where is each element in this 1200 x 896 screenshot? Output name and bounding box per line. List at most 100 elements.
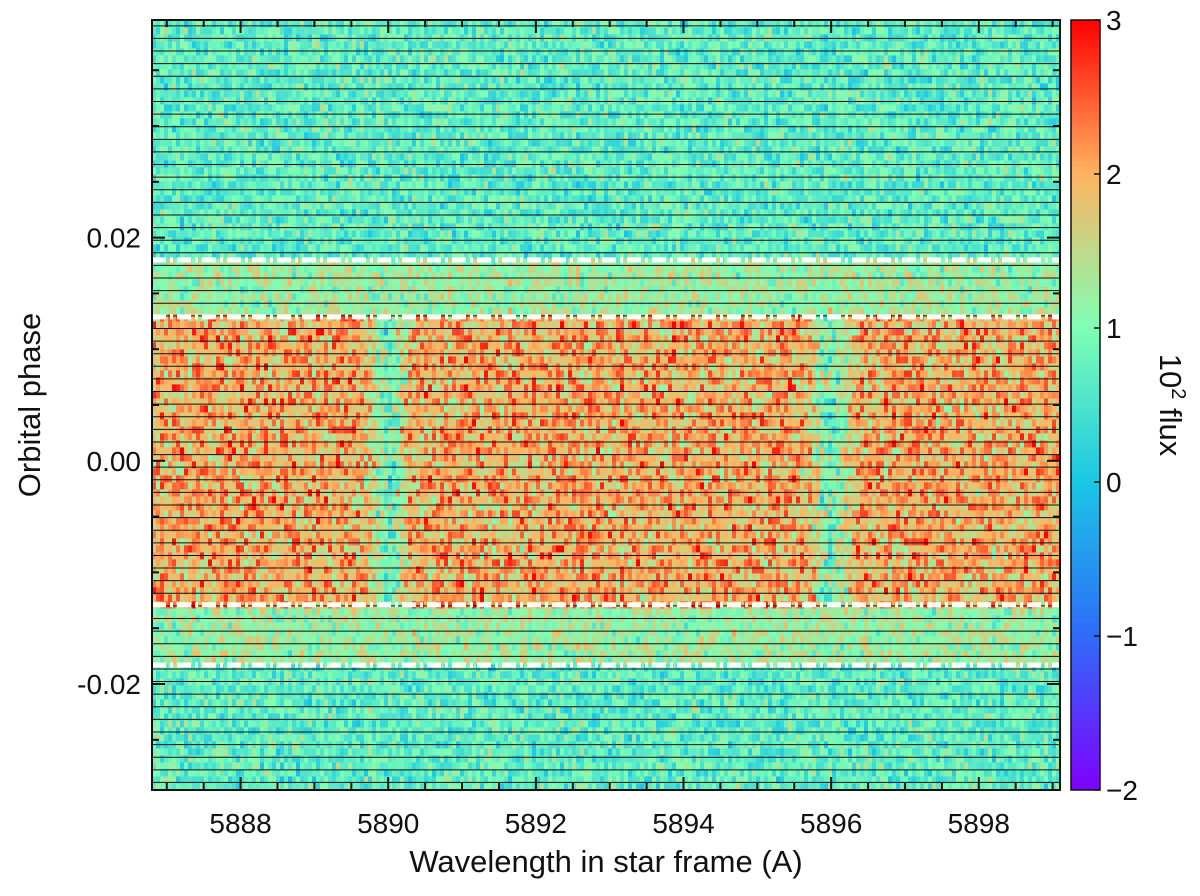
heatmap-cell (644, 671, 648, 678)
heatmap-cell (724, 748, 728, 755)
heatmap-cell (420, 699, 424, 706)
heatmap-cell (164, 636, 168, 643)
heatmap-cell (536, 727, 540, 734)
heatmap-cell (412, 762, 416, 769)
heatmap-cell (548, 657, 552, 664)
heatmap-cell (680, 720, 684, 727)
heatmap-cell (268, 755, 272, 762)
heatmap-cell (936, 755, 940, 762)
heatmap-cell (576, 727, 580, 734)
heatmap-cell (288, 685, 292, 692)
heatmap-cell (776, 755, 780, 762)
heatmap-cell (1020, 727, 1024, 734)
heatmap-cell (956, 671, 960, 678)
heatmap-cell (324, 685, 328, 692)
heatmap-cell (924, 671, 928, 678)
heatmap-cell (388, 727, 392, 734)
heatmap-cell (552, 699, 556, 706)
heatmap-cell (876, 692, 880, 699)
heatmap-cell (464, 762, 468, 769)
heatmap-cell (284, 727, 288, 734)
heatmap-cell (868, 671, 872, 678)
heatmap-cell (460, 727, 464, 734)
heatmap-cell (928, 692, 932, 699)
heatmap-cell (812, 748, 816, 755)
heatmap-cell (452, 734, 456, 741)
heatmap-cell (908, 671, 912, 678)
heatmap-cell (988, 699, 992, 706)
heatmap-cell (356, 692, 360, 699)
heatmap-cell (252, 685, 256, 692)
heatmap-cell (616, 748, 620, 755)
heatmap-cell (776, 762, 780, 769)
heatmap-cell (768, 755, 772, 762)
heatmap-cell (656, 720, 660, 727)
heatmap-cell (556, 720, 560, 727)
heatmap-cell (428, 755, 432, 762)
heatmap-cell (804, 748, 808, 755)
heatmap-cell (424, 762, 428, 769)
heatmap-cell (916, 636, 920, 643)
heatmap-cell (1000, 636, 1004, 643)
heatmap-cell (272, 699, 276, 706)
heatmap-cell (320, 692, 324, 699)
heatmap-cell (340, 699, 344, 706)
heatmap-cell (280, 671, 284, 678)
heatmap-cell (352, 727, 356, 734)
heatmap-cell (576, 720, 580, 727)
heatmap-cell (512, 699, 516, 706)
heatmap-cell (784, 734, 788, 741)
heatmap-cell (928, 727, 932, 734)
heatmap-cell (384, 699, 388, 706)
heatmap-cell (736, 748, 740, 755)
heatmap-cell (200, 727, 204, 734)
heatmap-cell (964, 692, 968, 699)
heatmap-cell (456, 636, 460, 643)
heatmap-cell (860, 727, 864, 734)
heatmap-cell (244, 720, 248, 727)
heatmap-cell (688, 727, 692, 734)
heatmap-cell (536, 699, 540, 706)
heatmap-cell (752, 727, 756, 734)
heatmap-cell (440, 762, 444, 769)
heatmap-cell (424, 748, 428, 755)
heatmap-cell (160, 748, 164, 755)
heatmap-cell (1048, 685, 1052, 692)
heatmap-cell (816, 699, 820, 706)
heatmap-cell (204, 692, 208, 699)
heatmap-cell (264, 734, 268, 741)
heatmap-cell (700, 762, 704, 769)
heatmap-cell (164, 755, 168, 762)
heatmap-cell (540, 755, 544, 762)
heatmap-cell (664, 748, 668, 755)
heatmap-cell (592, 734, 596, 741)
heatmap-cell (876, 720, 880, 727)
heatmap-cell (416, 657, 420, 664)
heatmap-cell (324, 671, 328, 678)
heatmap-cell (536, 720, 540, 727)
heatmap-cell (732, 755, 736, 762)
heatmap-cell (548, 699, 552, 706)
heatmap-cell (204, 636, 208, 643)
heatmap-cell (272, 734, 276, 741)
heatmap-cell (616, 685, 620, 692)
heatmap-cell (980, 699, 984, 706)
heatmap-cell (284, 636, 288, 643)
heatmap-cell (856, 727, 860, 734)
heatmap-cell (844, 685, 848, 692)
heatmap-cell (884, 755, 888, 762)
heatmap-cell (164, 734, 168, 741)
heatmap-cell (1032, 748, 1036, 755)
heatmap-cell (912, 748, 916, 755)
heatmap-cell (324, 755, 328, 762)
heatmap-cell (880, 727, 884, 734)
heatmap-cell (860, 762, 864, 769)
heatmap-cell (684, 671, 688, 678)
heatmap-cell (256, 755, 260, 762)
heatmap-cell (280, 734, 284, 741)
heatmap-cell (764, 692, 768, 699)
heatmap-cell (356, 699, 360, 706)
heatmap-cell (904, 671, 908, 678)
heatmap-cell (696, 727, 700, 734)
heatmap-cell (860, 692, 864, 699)
